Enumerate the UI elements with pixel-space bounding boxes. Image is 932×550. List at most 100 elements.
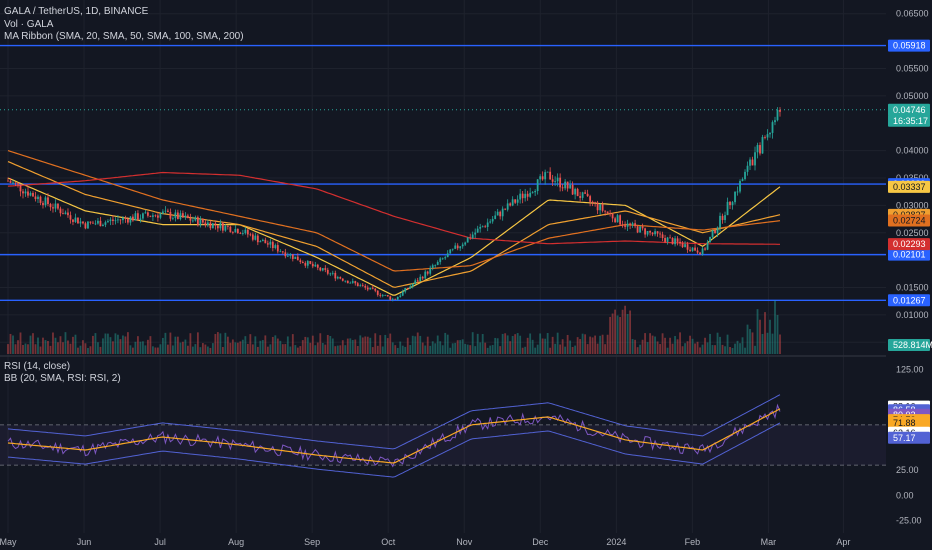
volume-bar	[606, 334, 609, 354]
ma-ribbon-legend[interactable]: MA Ribbon (SMA, 20, SMA, 50, SMA, 100, S…	[4, 31, 244, 42]
volume-bar	[721, 344, 724, 354]
volume-bar	[464, 343, 467, 354]
candle-body	[774, 120, 776, 123]
volume-bar	[129, 345, 132, 354]
volume-bar	[399, 341, 402, 354]
candle-body	[571, 184, 574, 195]
time-tick-label: Dec	[532, 537, 549, 547]
ma-tag	[888, 238, 930, 251]
volume-bar	[274, 335, 277, 354]
candle-body	[356, 283, 359, 287]
volume-bar	[601, 334, 604, 354]
volume-bar	[574, 345, 577, 354]
candle-body	[759, 145, 761, 154]
price-tick-label: 0.03000	[896, 200, 929, 210]
volume-bar	[554, 343, 557, 354]
rsi-legend[interactable]: RSI (14, close)	[4, 361, 71, 372]
ma-tag-text: 0.02293	[893, 239, 926, 249]
volume-bar	[539, 333, 542, 354]
candle-body	[256, 235, 259, 243]
candle-body	[431, 265, 434, 268]
volume-bar	[546, 333, 549, 354]
volume-bar	[614, 309, 617, 354]
rsi-tag	[888, 431, 930, 444]
rsi-pane	[0, 394, 886, 478]
volume-bar	[436, 335, 439, 354]
candle-body	[511, 199, 514, 206]
candle-body	[749, 159, 751, 166]
candle-body	[476, 228, 479, 233]
volume-bar	[261, 340, 264, 354]
candle-body	[299, 260, 302, 262]
volume-bar	[119, 339, 122, 354]
volume-bar	[67, 340, 69, 354]
candle-body	[541, 176, 544, 180]
volume-bar	[426, 336, 429, 354]
rsi-ma-line	[7, 408, 781, 464]
volume-bar	[524, 346, 527, 354]
volume-bar	[137, 336, 139, 354]
candle-body	[461, 244, 464, 247]
candle-body	[694, 247, 696, 251]
candle-body	[451, 248, 454, 250]
candle-body	[764, 137, 766, 138]
candle-body	[344, 280, 347, 282]
volume-bar	[324, 344, 327, 354]
volume-bar	[266, 346, 269, 354]
candle-body	[689, 249, 691, 251]
candle-body	[504, 208, 507, 210]
volume-bar	[97, 342, 99, 354]
volume-bar	[331, 338, 334, 354]
candle-body	[127, 218, 129, 223]
volume-bar	[576, 337, 579, 354]
volume-bar	[536, 344, 539, 354]
candle-body	[286, 255, 289, 257]
candle-body	[84, 223, 87, 229]
volume-bar	[17, 340, 19, 354]
volume-legend[interactable]: Vol · GALA	[4, 19, 54, 30]
volume-bar	[171, 345, 174, 354]
candle-body	[19, 184, 22, 192]
candle-body	[204, 222, 207, 226]
candle-body	[77, 217, 79, 224]
candle-body	[704, 248, 706, 250]
volume-bar	[651, 335, 654, 354]
candle-body	[619, 215, 622, 225]
candle-body	[32, 193, 34, 197]
volume-bar	[42, 337, 44, 354]
volume-bar	[449, 347, 452, 354]
price-tick-label: 0.02500	[896, 228, 929, 238]
candle-body	[254, 235, 257, 240]
candle-body	[311, 263, 314, 267]
volume-bar	[771, 333, 774, 354]
candle-body	[741, 179, 744, 181]
volume-bar	[22, 344, 24, 354]
volume-bar	[84, 343, 87, 354]
candle-body	[261, 239, 264, 242]
volume-bar	[361, 337, 364, 354]
candle-body	[236, 228, 239, 234]
volume-bar	[304, 336, 307, 354]
candle-body	[404, 288, 407, 292]
candle-body	[466, 237, 469, 243]
bb-legend[interactable]: BB (20, SMA, RSI: RSI, 2)	[4, 373, 121, 384]
volume-bar	[241, 339, 244, 354]
volume-bar	[334, 346, 337, 354]
countdown-tag	[888, 114, 930, 127]
candle-body	[716, 227, 719, 234]
volume-bar	[634, 339, 636, 354]
volume-bar	[501, 333, 504, 354]
volume-bar	[526, 337, 529, 354]
candle-body	[366, 287, 369, 290]
candle-body	[69, 215, 72, 220]
volume-bar	[594, 335, 597, 354]
candle-body	[426, 271, 429, 274]
symbol-legend[interactable]: GALA / TetherUS, 1D, BINANCE	[4, 6, 149, 17]
candle-body	[376, 290, 379, 295]
volume-bar	[456, 340, 459, 354]
volume-bar	[656, 341, 659, 354]
volume-bar	[411, 335, 414, 354]
candle-body	[289, 254, 292, 256]
volume-bar	[259, 340, 262, 354]
